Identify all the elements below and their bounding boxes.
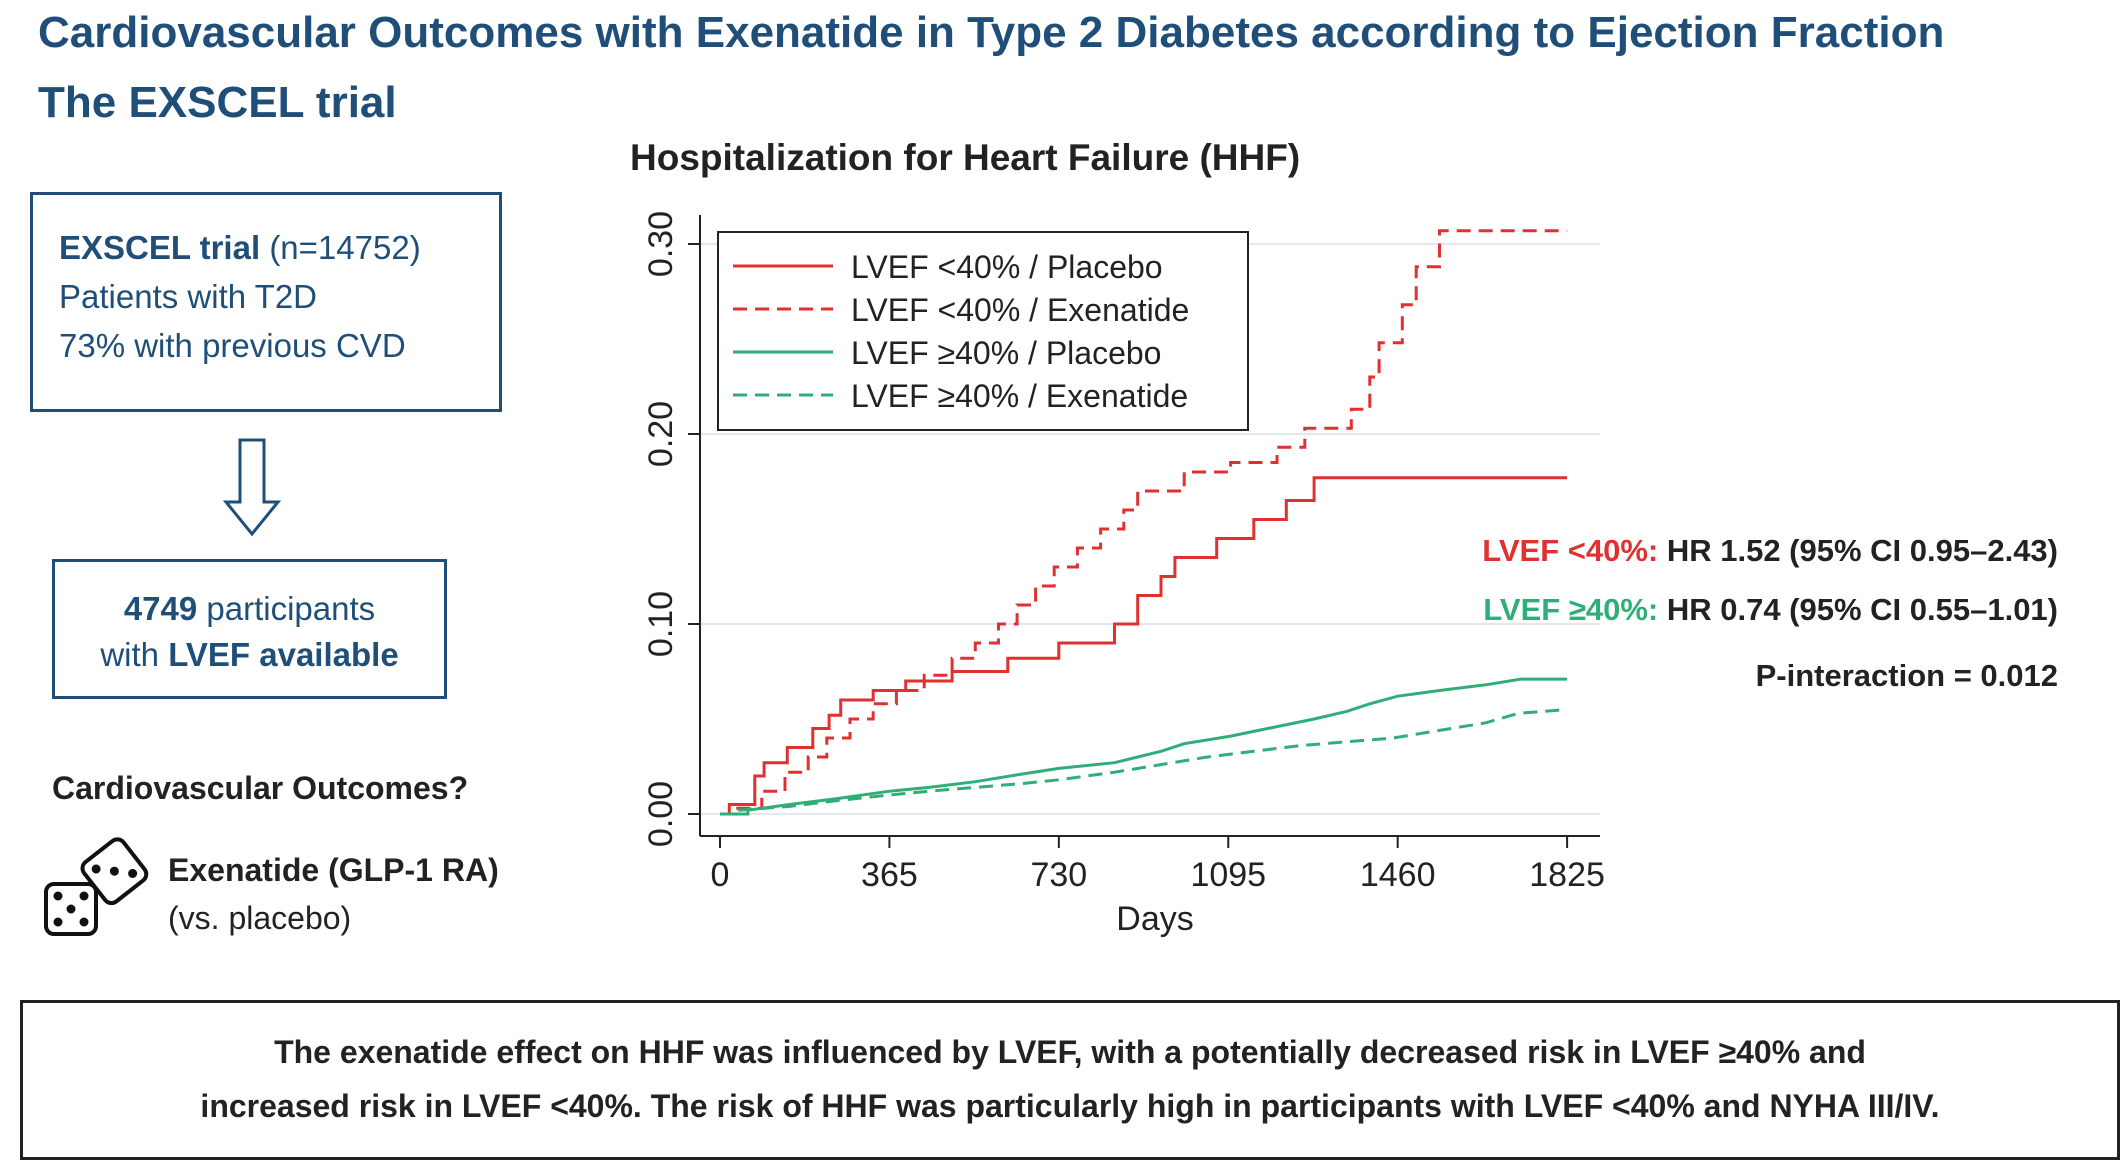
summary-line2: increased risk in LVEF <40%. The risk of… (200, 1088, 1940, 1124)
x-axis-label: Days (1116, 900, 1193, 938)
page-title: Cardiovascular Outcomes with Exenatide i… (38, 8, 1945, 57)
legend: LVEF <40% / Placebo LVEF <40% / Exenatide… (717, 231, 1249, 431)
participants-with: with (100, 636, 169, 673)
summary-box: The exenatide effect on HHF was influenc… (20, 1000, 2120, 1160)
hr-lvef-high-value: HR 0.74 (95% CI 0.55–1.01) (1658, 592, 2058, 627)
legend-label-2: LVEF <40% / Exenatide (851, 292, 1189, 328)
participants-line2: with LVEF available (55, 632, 444, 678)
axes-layer: 0.00 0.10 0.20 0.30 0 365 730 1095 1460 1825 Days (642, 211, 1605, 938)
hr-lvef-low-label: LVEF <40%: (1482, 533, 1659, 568)
intervention: Exenatide (GLP-1 RA) (vs. placebo) (168, 846, 499, 942)
x-tick-label: 0 (711, 856, 730, 894)
chart-title: Hospitalization for Heart Failure (HHF) (630, 137, 1301, 178)
dice-icon (44, 837, 149, 936)
legend-label-4: LVEF ≥40% / Exenatide (851, 378, 1188, 414)
outcomes-question: Cardiovascular Outcomes? (52, 770, 469, 806)
series-line-4 (720, 708, 1568, 816)
comparator: (vs. placebo) (168, 900, 352, 936)
km-chart: 0.000.100.200.300 365 730 1095 1460 1825Days … (642, 211, 1605, 938)
y-tick-label: 0.30 (642, 211, 680, 277)
trial-population: Patients with T2D (59, 278, 318, 315)
legend-label-1: LVEF <40% / Placebo (851, 249, 1163, 285)
page-subtitle: The EXSCEL trial (38, 78, 397, 127)
y-tick-label: 0.10 (642, 591, 680, 657)
summary-line1: The exenatide effect on HHF was influenc… (274, 1034, 1866, 1070)
x-tick-label: 1825 (1529, 856, 1605, 894)
participants-word: participants (197, 590, 376, 627)
trial-name: EXSCEL trial (59, 229, 261, 266)
x-tick-label: 1095 (1190, 856, 1266, 894)
participants-line1: 4749 participants (55, 586, 444, 632)
participants-count: 4749 (123, 590, 198, 627)
lvef-available: LVEF available (168, 636, 399, 673)
hr-lvef-high: LVEF ≥40%: HR 0.74 (95% CI 0.55–1.01) (1483, 592, 2058, 628)
x-tick-label: 365 (861, 856, 918, 894)
series-line-1 (720, 476, 1568, 816)
trial-info-box: EXSCEL trial (n=14752) Patients with T2D… (30, 192, 502, 412)
legend-label-3: LVEF ≥40% / Placebo (851, 335, 1161, 371)
hr-lvef-low-value: HR 1.52 (95% CI 0.95–2.43) (1658, 533, 2058, 568)
x-tick-label: 1460 (1360, 856, 1436, 894)
drug-name: Exenatide (GLP-1 RA) (168, 852, 499, 888)
trial-name-line: EXSCEL trial (n=14752) (59, 223, 499, 272)
grid-layer (700, 243, 1600, 815)
hr-lvef-high-label: LVEF ≥40%: (1483, 592, 1659, 627)
down-arrow-icon (222, 438, 282, 537)
hr-lvef-low: LVEF <40%: HR 1.52 (95% CI 0.95–2.43) (1482, 533, 2058, 569)
series-layer (720, 229, 1568, 816)
series-line-3 (720, 677, 1568, 816)
y-tick-label: 0.20 (642, 401, 680, 467)
y-tick-label: 0.00 (642, 781, 680, 847)
x-tick-label: 730 (1030, 856, 1087, 894)
series-line-2 (720, 229, 1568, 816)
trial-size: (n=14752) (269, 229, 421, 266)
p-interaction: P-interaction = 0.012 (1755, 658, 2058, 693)
participants-box: 4749 participants with LVEF available (52, 559, 447, 699)
trial-cvd-rate: 73% with previous CVD (59, 327, 406, 364)
